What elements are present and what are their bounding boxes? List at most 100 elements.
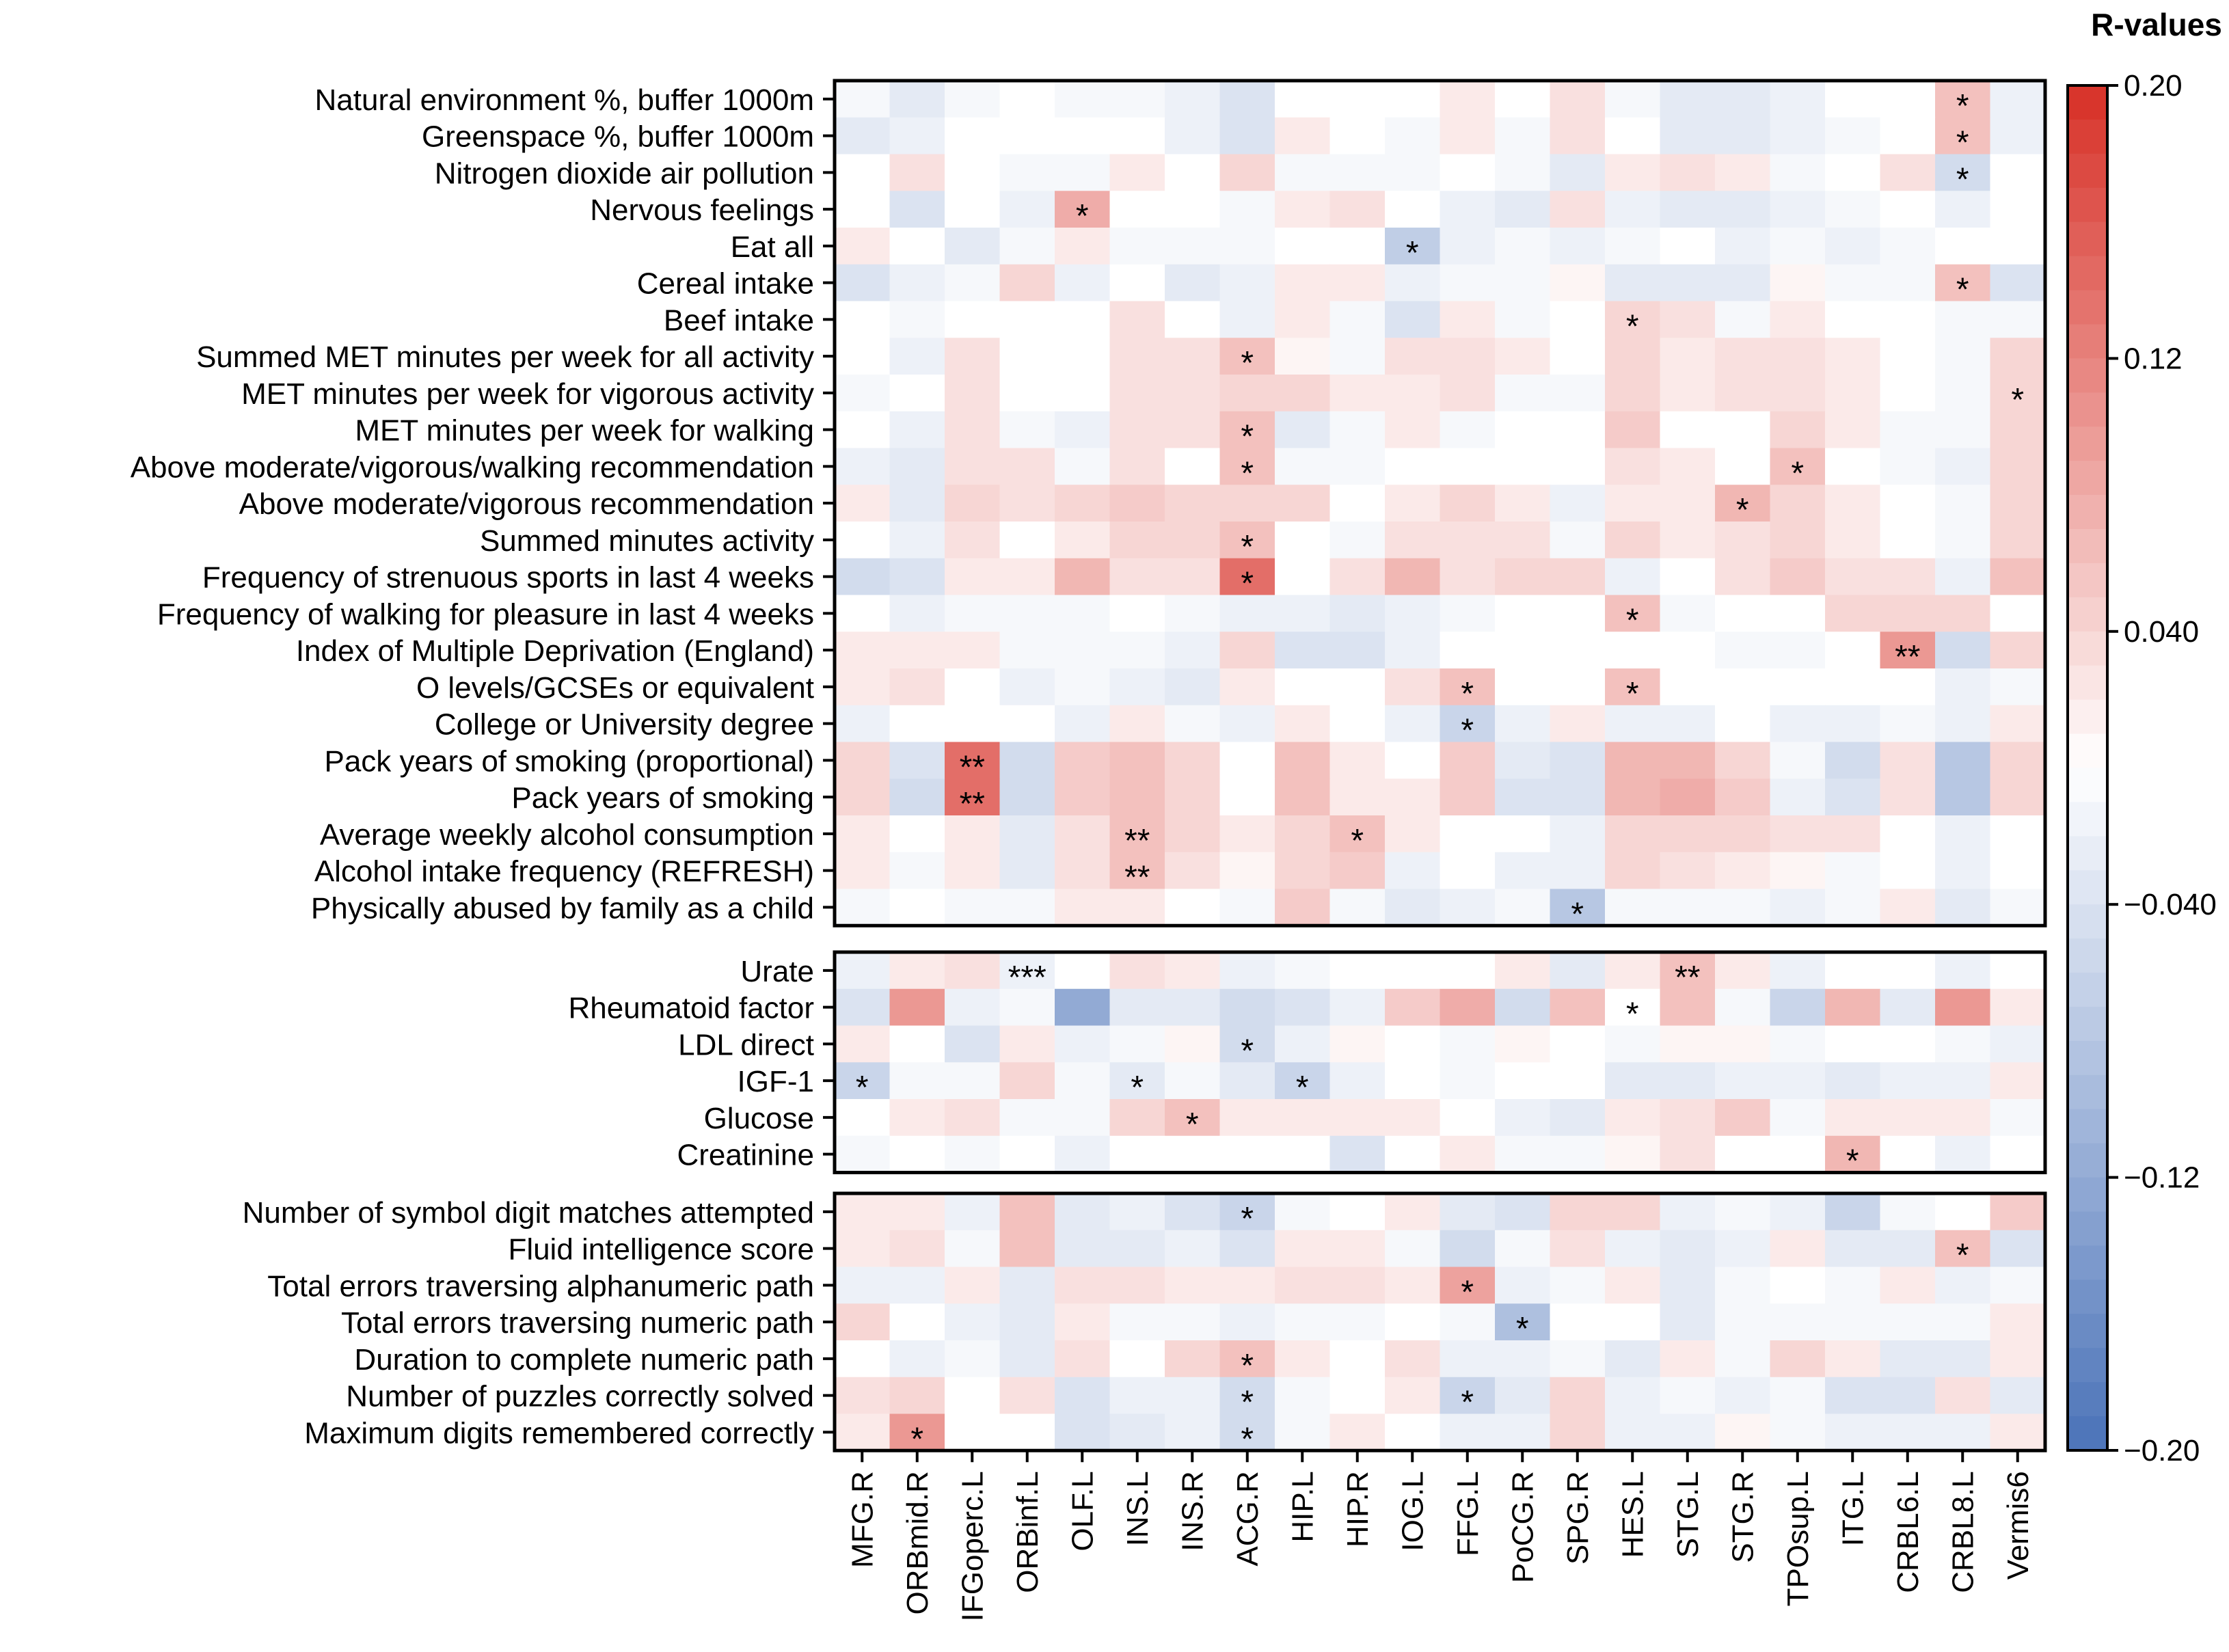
heatmap-cell [945,411,1001,449]
heatmap-cell [1660,264,1716,302]
colorbar-swatch [2068,392,2107,427]
row-label: Alcohol intake frequency (REFRESH) [314,855,814,889]
heatmap-cell [1440,1377,1496,1415]
colorbar-swatch [2068,1245,2107,1280]
heatmap-cell [1219,852,1275,890]
heatmap-cell [1440,705,1496,743]
heatmap-cell [1550,1135,1606,1174]
colorbar-swatch [2068,973,2107,1007]
heatmap-cell [1935,558,1991,596]
heatmap-cell [1165,988,1221,1027]
heatmap-cell [1275,705,1331,743]
heatmap-cell [889,264,945,302]
heatmap-cell [1880,448,1936,485]
heatmap-cell [1440,338,1496,375]
heatmap-cell [1880,705,1936,743]
significance-star: * [1626,308,1639,344]
colorbar-swatch [2068,733,2107,769]
heatmap-cell [1990,889,2046,926]
heatmap-cell [1990,988,2046,1027]
heatmap-cell [1495,1340,1551,1378]
row-label: LDL direct [678,1028,814,1061]
heatmap-cell [1715,1062,1771,1100]
heatmap-cell [1990,1025,2046,1063]
column-label: OLF.L [1066,1471,1099,1551]
heatmap-cell [1715,889,1771,926]
heatmap-cell [889,852,945,890]
heatmap-cell [889,1413,945,1451]
heatmap-cell [1715,558,1771,596]
heatmap-cell [1660,558,1716,596]
heatmap-cell [1935,705,1991,743]
heatmap-cell [1329,522,1386,559]
heatmap-cell [999,117,1055,155]
heatmap-cell [999,301,1055,338]
heatmap-cell [1219,1135,1275,1174]
heatmap-cell [1440,1340,1496,1378]
heatmap-cell [1990,301,2046,338]
heatmap-cell [1329,1062,1386,1100]
heatmap-cell [945,81,1001,118]
heatmap-cell [1495,668,1551,706]
heatmap-cell [1550,264,1606,302]
heatmap-cell [945,154,1001,191]
heatmap-cell [1770,595,1826,632]
row-label: Total errors traversing numeric path [341,1306,814,1340]
heatmap-cell [1880,338,1936,375]
heatmap-cell [889,1193,945,1231]
heatmap-cell [889,668,945,706]
heatmap-cell [999,952,1055,990]
heatmap-cell [1329,889,1386,926]
heatmap-cell [1385,1340,1441,1378]
heatmap-cell [1385,558,1441,596]
heatmap-cell [1660,668,1716,706]
heatmap-cell [945,778,1001,816]
heatmap-cell [889,952,945,990]
heatmap-cell [1880,1025,1936,1063]
row-label: Creatinine [677,1139,814,1172]
heatmap-cell [1935,632,1991,669]
heatmap-cell [1660,375,1716,412]
significance-star: * [1186,1107,1199,1143]
colorbar-swatch [2068,1109,2107,1144]
heatmap-cell [835,1230,891,1268]
heatmap-cell [1495,1193,1551,1231]
heatmap-cell [999,338,1055,375]
heatmap-cell [999,375,1055,412]
heatmap-cell [1055,485,1111,522]
heatmap-cell [1495,1099,1551,1137]
heatmap-cell [1770,264,1826,302]
heatmap-cell [1329,558,1386,596]
heatmap-cell [1109,264,1165,302]
heatmap-cell [1109,1413,1165,1451]
heatmap-cell [1440,411,1496,449]
heatmap-cell [1605,375,1661,412]
significance-star: * [1076,198,1089,234]
heatmap-cell [1329,228,1386,265]
heatmap-cell [1605,778,1661,816]
significance-star: ** [1895,639,1920,675]
column-label: CRBL6.L [1891,1471,1925,1593]
heatmap-cell [1825,632,1881,669]
heatmap-cell [945,952,1001,990]
row-label: Duration to complete numeric path [354,1343,814,1377]
heatmap-cell [1660,1377,1716,1415]
heatmap-cell [1385,889,1441,926]
column-label: IOG.L [1396,1471,1429,1551]
heatmap-cell [1605,1267,1661,1304]
heatmap-cell [1550,338,1606,375]
heatmap-cell [1935,952,1991,990]
heatmap-cell [1880,191,1936,228]
heatmap-cell [1329,742,1386,779]
significance-star: * [1241,566,1254,602]
heatmap-cell [1935,668,1991,706]
heatmap-cell [1935,1267,1991,1304]
heatmap-cell [1770,228,1826,265]
row-label: Greenspace %, buffer 1000m [422,120,814,154]
heatmap-cell [1495,778,1551,816]
heatmap-cell [1990,228,2046,265]
heatmap-cell [999,742,1055,779]
heatmap-cell [1990,705,2046,743]
heatmap-cell [945,988,1001,1027]
heatmap-cell [1825,595,1881,632]
